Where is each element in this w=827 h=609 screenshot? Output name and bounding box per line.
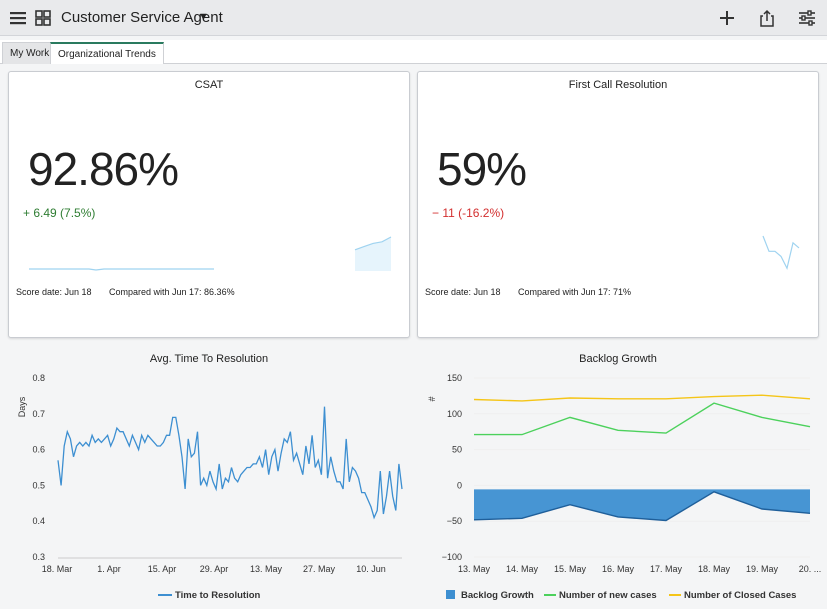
x-tick-label: 17. May (650, 564, 683, 574)
tab-organizational-trends[interactable]: Organizational Trends (50, 42, 164, 64)
y-tick-label: 0.6 (32, 445, 45, 455)
csat-sparkline (354, 236, 392, 271)
y-tick-label: 150 (447, 373, 462, 383)
fcr-score-date: Score date: Jun 18 (425, 287, 501, 297)
sparkline-area (355, 237, 391, 271)
app-header: Customer Service Agent ▼ (0, 0, 827, 36)
fcr-compared: Compared with Jun 17: 71% (518, 287, 632, 297)
csat-baseline (29, 268, 214, 271)
y-tick-label: 0.3 (32, 552, 45, 562)
x-tick-label: 29. Apr (200, 564, 229, 574)
series-line-number-of-closed-cases (473, 394, 811, 402)
fcr-delta: − 11 (-16.2%) (432, 206, 505, 220)
x-tick-label: 13. May (250, 564, 283, 574)
y-tick-label: 0.8 (32, 373, 45, 383)
x-tick-label: 14. May (506, 564, 539, 574)
x-tick-label: 15. May (554, 564, 587, 574)
series-area-backlog-growth (474, 489, 810, 521)
y-tick-label: 50 (452, 445, 462, 455)
legend-swatch (446, 590, 455, 599)
backlog-growth-chart: 150 100 50 0 −50 −100 #13. May 14. May 15. May 16… (427, 373, 822, 601)
x-tick-label: 18. Mar (42, 564, 73, 574)
csat-delta: + 6.49 (7.5%) (23, 206, 96, 220)
page-title: Customer Service Agent (61, 9, 223, 26)
fcr-value: 59% (437, 143, 527, 195)
y-tick-label: 0.7 (32, 409, 45, 419)
x-tick-label: 1. Apr (97, 564, 121, 574)
filter-settings-icon[interactable] (797, 8, 817, 28)
x-tick-label: 27. May (303, 564, 336, 574)
x-tick-label: 15. Apr (148, 564, 177, 574)
y-tick-label: 0.5 (32, 480, 45, 490)
tab-my-work[interactable]: My Work (2, 42, 58, 64)
csat-compared: Compared with Jun 17: 86.36% (109, 287, 235, 297)
csat-score-date: Score date: Jun 18 (16, 287, 92, 297)
x-tick-label: 13. May (458, 564, 491, 574)
hamburger-menu-icon[interactable] (8, 8, 28, 28)
legend-label: Number of Closed Cases (684, 590, 796, 601)
legend-label: Number of new cases (559, 590, 657, 601)
y-tick-label: 0.4 (32, 516, 45, 526)
y-tick-label: 100 (447, 409, 462, 419)
first-call-resolution-card[interactable]: First Call Resolution 59% − 11 (-16.2%) … (417, 71, 819, 338)
sparkline-line (354, 236, 392, 251)
fcr-sparkline (762, 235, 800, 271)
y-axis-label: # (427, 396, 437, 401)
x-tick-label: 20. ... (799, 564, 822, 574)
csat-card[interactable]: CSAT 92.86% + 6.49 (7.5%) Score date: Ju… (8, 71, 410, 338)
chevron-down-icon[interactable]: ▼ (198, 11, 209, 23)
fcr-title: First Call Resolution (568, 79, 668, 91)
tab-bar: My Work Organizational Trends (0, 40, 827, 64)
y-tick-label: 0 (457, 480, 462, 490)
time-to-resolution-chart-title: Avg. Time To Resolution (149, 353, 269, 365)
csat-title: CSAT (194, 79, 224, 91)
y-tick-label: −100 (442, 552, 462, 562)
y-axis-label: Days (17, 396, 27, 417)
series-line-number-of-new-cases (474, 402, 811, 436)
share-icon[interactable] (757, 8, 777, 28)
sparkline-line (762, 235, 800, 271)
legend-label: Backlog Growth (461, 590, 534, 601)
x-tick-label: 16. May (602, 564, 635, 574)
x-tick-label: 10. Jun (356, 564, 386, 574)
add-icon[interactable] (717, 8, 737, 28)
csat-value: 92.86% (28, 143, 179, 195)
x-tick-label: 18. May (698, 564, 731, 574)
y-tick-label: −50 (447, 516, 462, 526)
legend-label: Time to Resolution (175, 590, 261, 601)
x-tick-label: 19. May (746, 564, 779, 574)
dashboard-grid-icon[interactable] (33, 8, 53, 28)
series-line-backlog-growth (473, 491, 811, 522)
backlog-growth-chart-title: Backlog Growth (579, 353, 657, 365)
time-to-resolution-chart: 0.8 0.7 0.6 0.5 0.4 0.3 Days 18. Mar 1. Apr 15. A… (17, 373, 403, 601)
series-line-time-to-resolution (57, 406, 403, 520)
